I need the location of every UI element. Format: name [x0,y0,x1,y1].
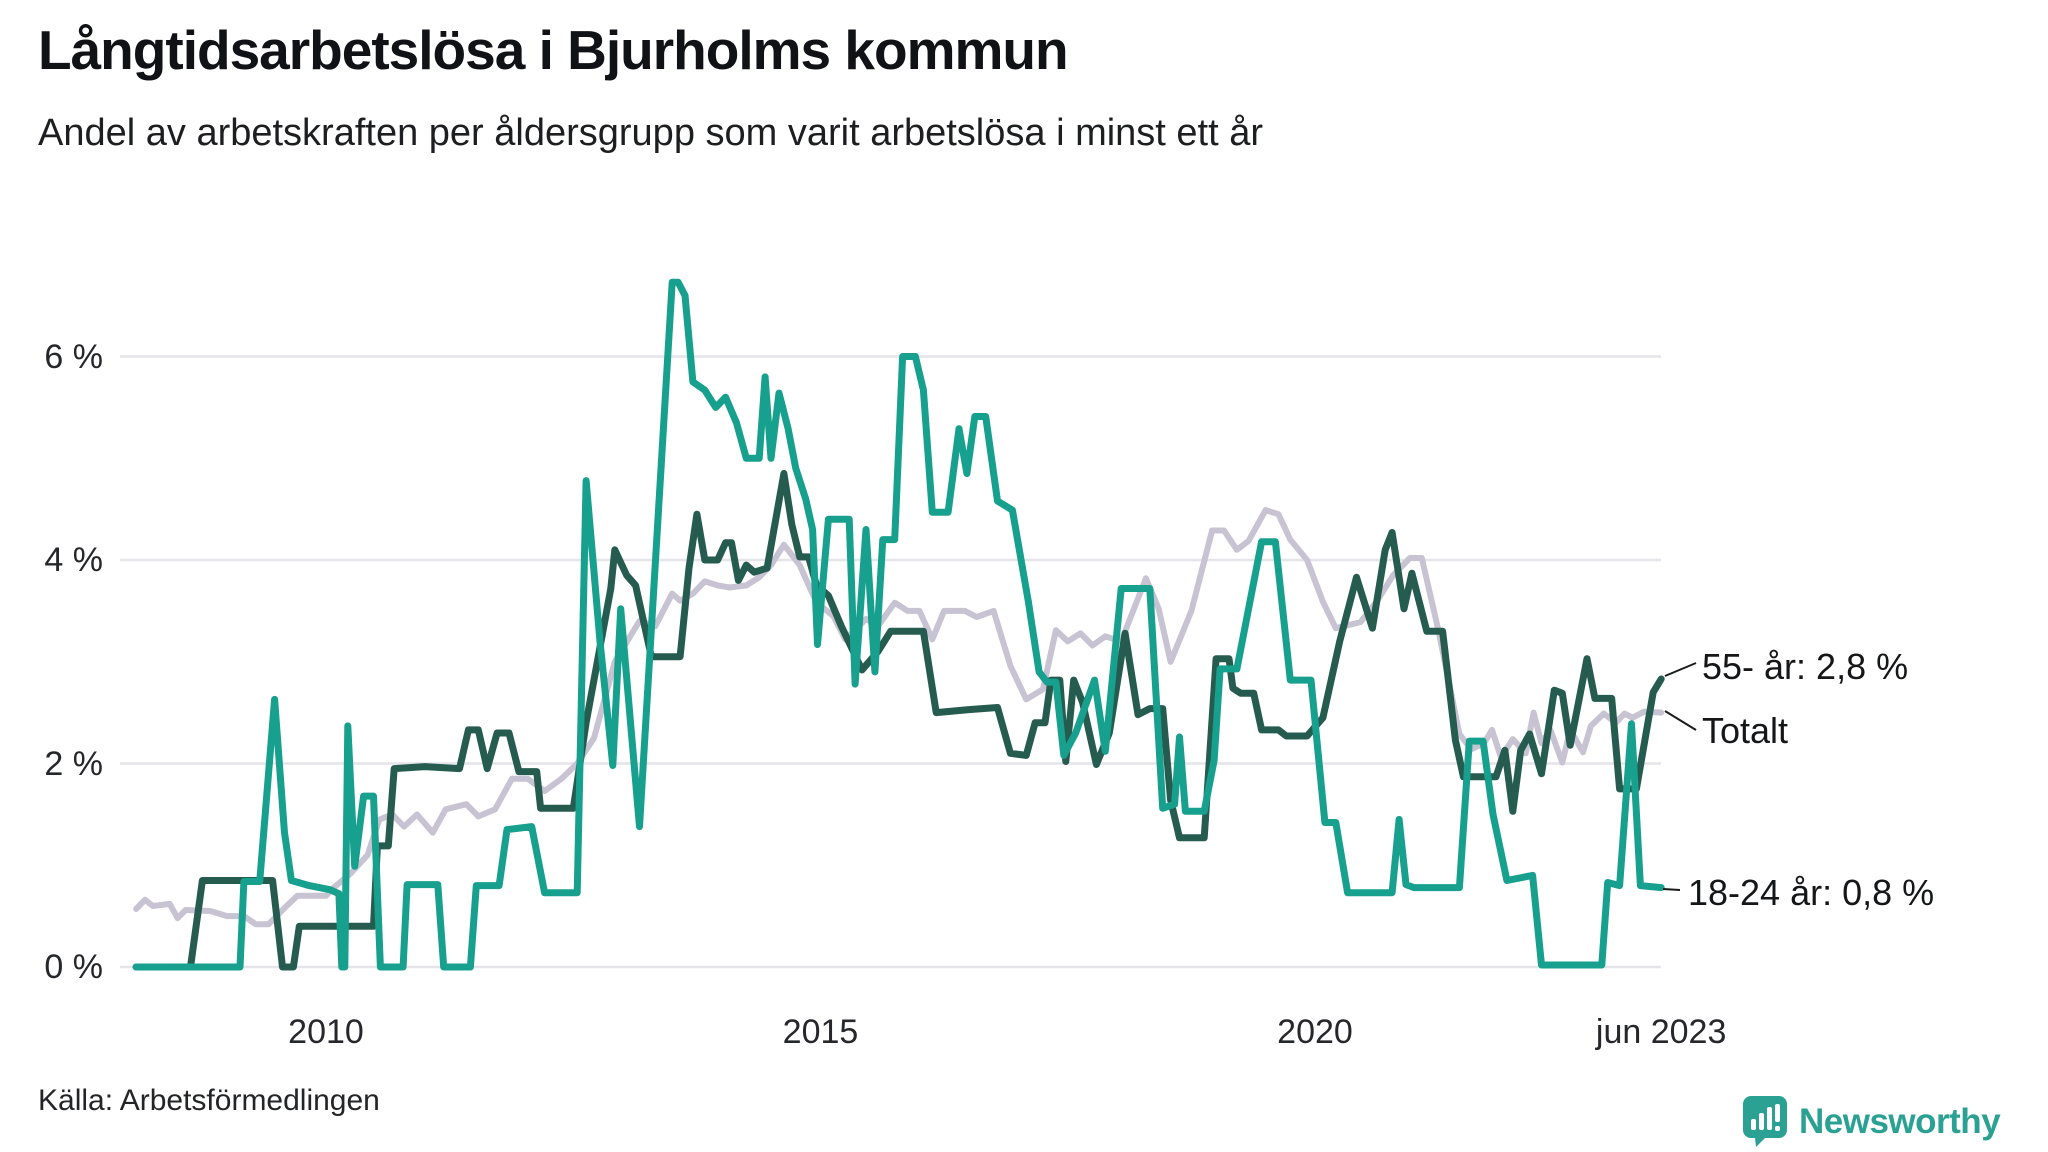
source-note: Källa: Arbetsförmedlingen [38,1084,380,1117]
x-tick-2010: 2010 [288,1013,364,1051]
y-tick-0: 0 % [44,948,103,986]
brand-wordmark: Newsworthy [1799,1102,2001,1141]
page-subtitle: Andel av arbetskraften per åldersgrupp s… [38,112,1264,154]
series-line-totalt [133,507,1665,928]
label-connector-55-r [1664,662,1697,677]
x-tick-2020: 2020 [1277,1013,1353,1051]
end-label-18-24-r: 18-24 år: 0,8 % [1688,872,1935,913]
x-tick-jun-2023: jun 2023 [1595,1013,1727,1051]
label-connector-totalt [1664,710,1697,731]
series-line-18-24-r [132,278,1665,971]
page-title: Långtidsarbetslösa i Bjurholms kommun [38,19,1069,81]
x-tick-2015: 2015 [782,1013,859,1051]
y-tick-2: 2 % [44,744,103,783]
end-label-totalt: Totalt [1702,710,1789,751]
label-connector-18-24-r [1662,888,1681,891]
newsworthy-logo-icon [1743,1096,1787,1147]
series-line-55-r [132,470,1665,971]
y-tick-6: 6 % [44,337,103,376]
end-label-55-r: 55- år: 2,8 % [1702,646,1909,687]
y-tick-4: 4 % [44,541,103,579]
